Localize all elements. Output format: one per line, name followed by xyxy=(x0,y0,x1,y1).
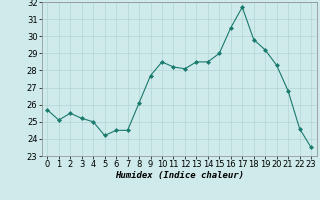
X-axis label: Humidex (Indice chaleur): Humidex (Indice chaleur) xyxy=(115,171,244,180)
